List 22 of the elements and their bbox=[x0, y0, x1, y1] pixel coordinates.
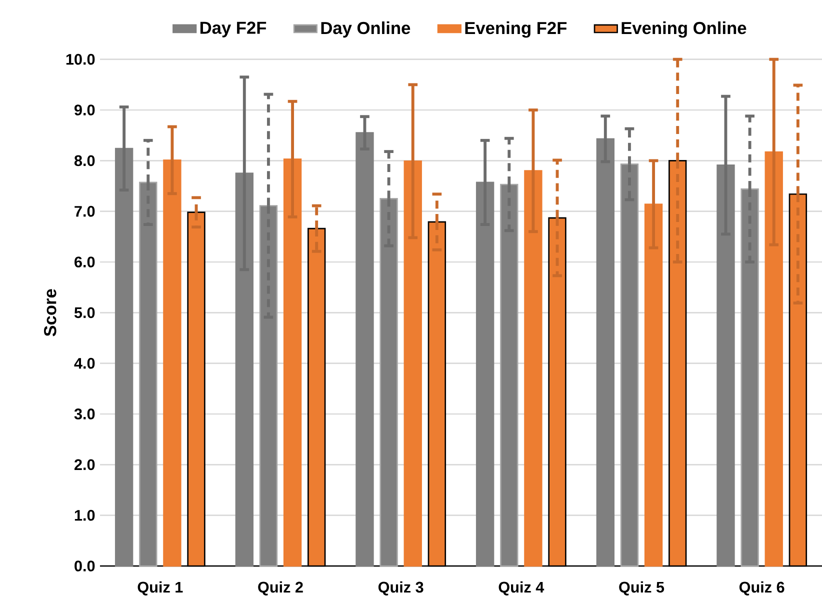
y-tick-label: 9.0 bbox=[74, 104, 95, 116]
y-tick-label: 1.0 bbox=[74, 510, 95, 521]
y-tick-label: 6.0 bbox=[74, 256, 95, 268]
y-tick-label: 2.0 bbox=[74, 459, 95, 470]
x-tick-label: Quiz 5 bbox=[619, 581, 664, 596]
x-tick-label: Quiz 2 bbox=[258, 581, 303, 596]
y-tick-label: 4.0 bbox=[74, 358, 95, 369]
y-tick-label: 3.0 bbox=[74, 408, 95, 420]
y-tick-label: 10.0 bbox=[66, 54, 95, 65]
legend-label: Day F2F bbox=[200, 22, 266, 38]
y-tick-label: 5.0 bbox=[74, 307, 95, 318]
x-tick-label: Quiz 4 bbox=[498, 581, 544, 596]
legend-label: Evening F2F bbox=[465, 21, 567, 38]
x-tick-label: Quiz 6 bbox=[739, 581, 784, 596]
y-tick-label: 8.0 bbox=[74, 155, 95, 166]
y-tick-label: 0.0 bbox=[74, 560, 95, 572]
legend-label: Evening Online bbox=[622, 21, 746, 38]
legend-label: Day Online bbox=[321, 21, 410, 38]
x-tick-label: Quiz 3 bbox=[378, 581, 424, 596]
y-axis-title: Score bbox=[44, 289, 56, 336]
y-tick-label: 7.0 bbox=[74, 206, 95, 217]
x-tick-label: Quiz 1 bbox=[138, 581, 183, 596]
